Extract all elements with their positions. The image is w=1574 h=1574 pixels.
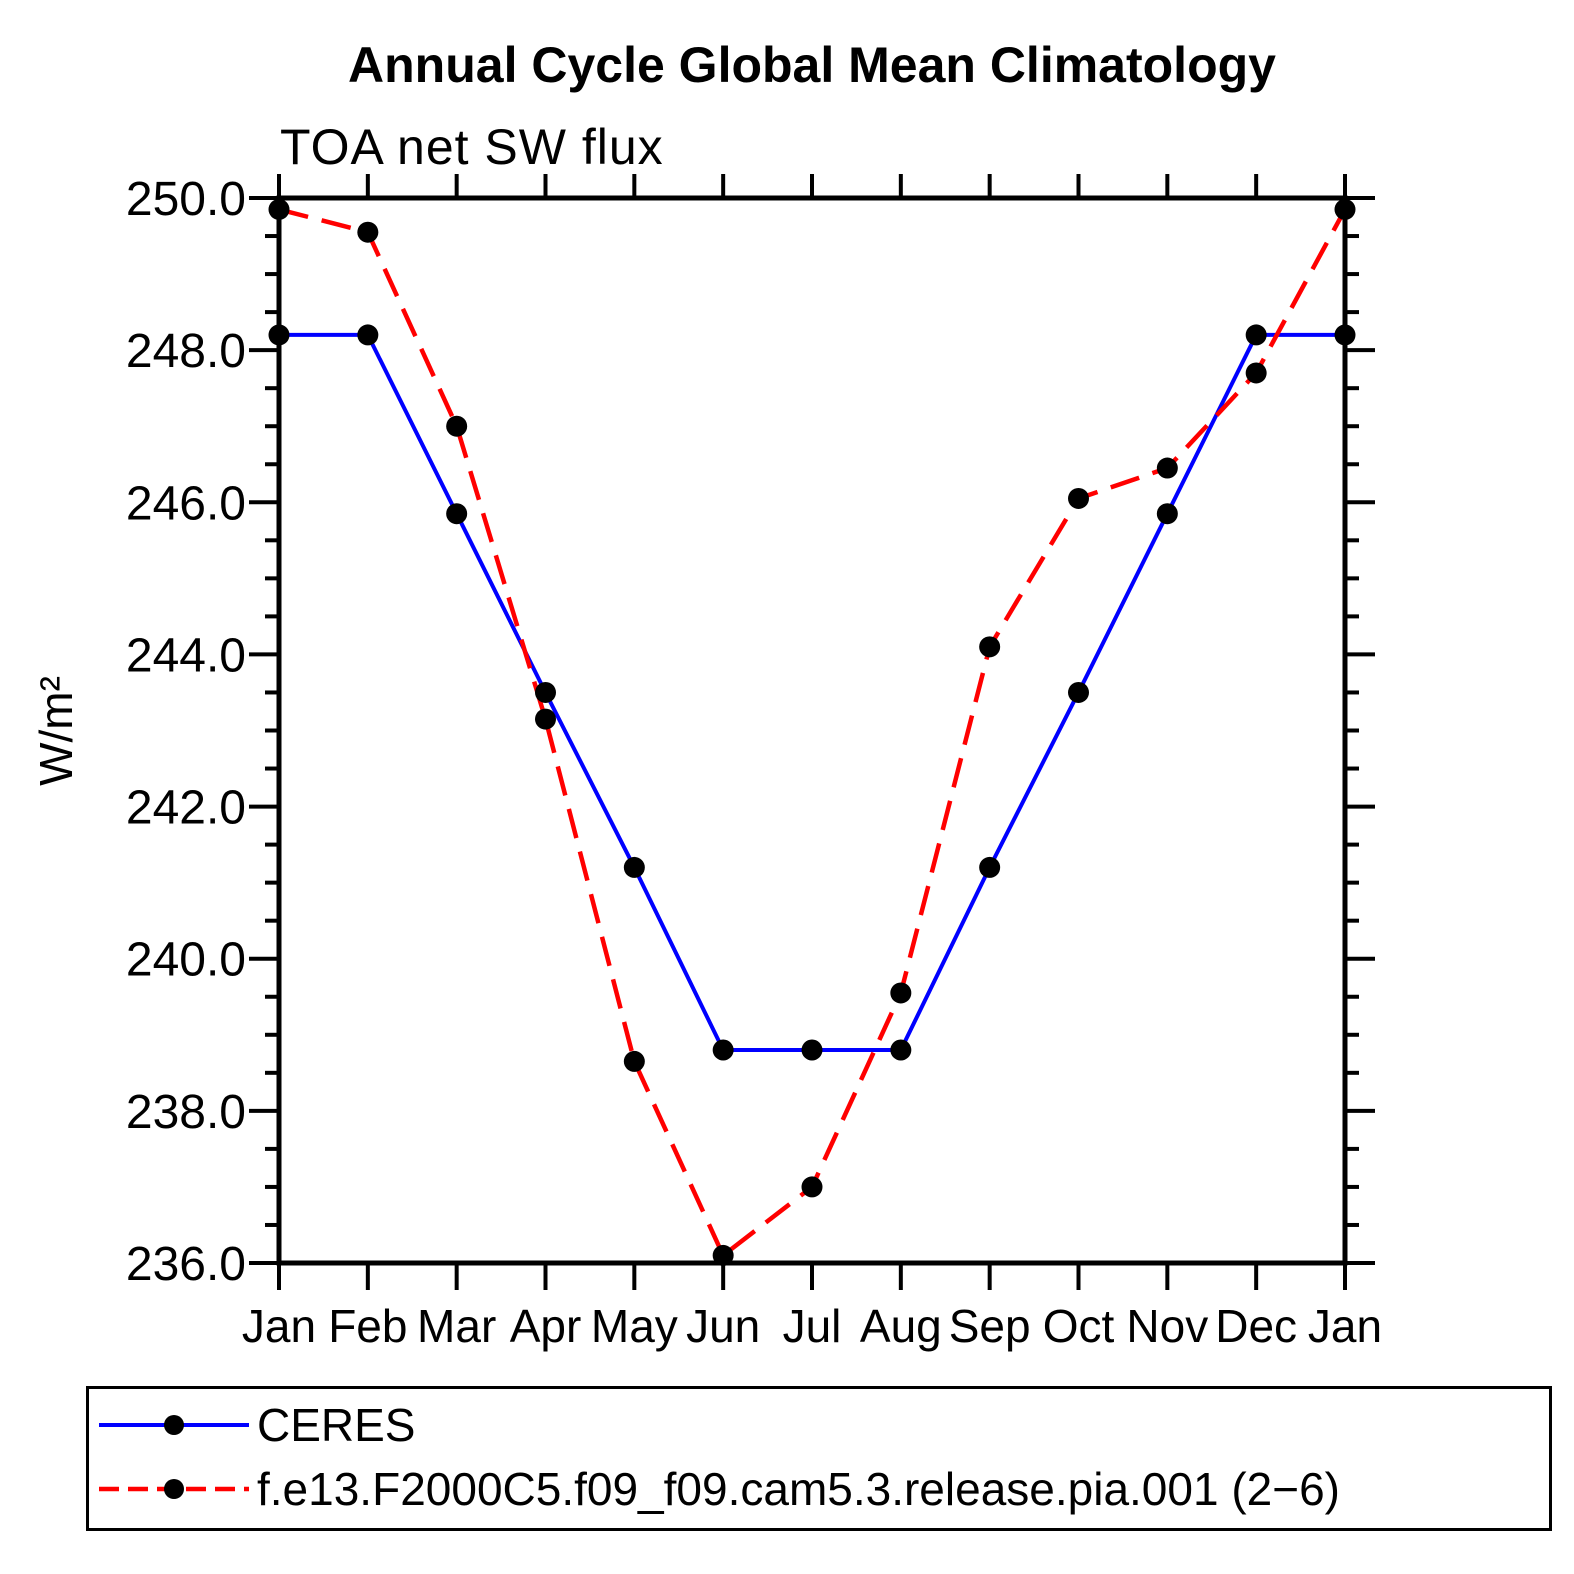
series-line-model — [278, 207, 1347, 1259]
y-tick-label: 244.0 — [126, 629, 246, 682]
legend-ceres-marker — [164, 1415, 184, 1435]
x-tick-label: Sep — [949, 1300, 1031, 1352]
x-tick-label: Nov — [1126, 1300, 1208, 1352]
y-tick-label: 240.0 — [126, 934, 246, 987]
x-tick-label: Jan — [1308, 1300, 1382, 1352]
model-data-marker — [1068, 487, 1089, 509]
x-tick-label: Feb — [328, 1300, 407, 1352]
model-data-marker — [890, 982, 912, 1004]
ceres-data-marker — [357, 324, 379, 346]
legend-item-model: f.e13.F2000C5.f09_f09.cam5.3.release.pia… — [95, 1457, 1549, 1521]
model-data-marker — [446, 415, 468, 437]
ceres-data-marker — [1245, 324, 1267, 346]
legend: CERES f.e13.F2000C5.f09_f09.cam5.3.relea… — [86, 1386, 1552, 1531]
model-data-marker — [712, 1244, 734, 1266]
legend-line-sample-ceres — [99, 1415, 249, 1435]
legend-line-sample-model — [99, 1479, 249, 1499]
y-tick-label: 248.0 — [126, 325, 246, 378]
legend-item-ceres: CERES — [95, 1393, 1549, 1457]
ceres-data-marker — [1068, 681, 1089, 703]
y-tick-label: 238.0 — [126, 1086, 246, 1139]
chart-title: Annual Cycle Global Mean Climatology — [348, 37, 1276, 93]
x-tick-label: Dec — [1215, 1300, 1297, 1352]
x-tick-label: May — [591, 1300, 678, 1352]
ceres-data-marker — [1334, 324, 1356, 346]
model-data-marker — [357, 221, 379, 243]
model-data-marker — [268, 198, 290, 220]
ceres-data-marker — [1156, 503, 1178, 525]
ceres-data-marker — [535, 681, 556, 703]
legend-model-marker — [164, 1479, 184, 1499]
legend-label-ceres: CERES — [257, 1399, 416, 1451]
ceres-data-marker — [268, 324, 290, 346]
ceres-data-marker — [890, 1039, 912, 1061]
model-data-marker — [1156, 457, 1178, 479]
model-data-marker — [535, 708, 556, 730]
x-tick-label: Jun — [686, 1300, 760, 1352]
y-tick-label: 246.0 — [126, 477, 246, 530]
model-data-marker — [1245, 362, 1267, 384]
series-line-ceres — [279, 332, 1345, 1052]
y-tick-label: 250.0 — [126, 173, 246, 226]
x-tick-label: Mar — [417, 1300, 496, 1352]
ceres-data-marker — [801, 1039, 823, 1061]
plot-frame — [276, 195, 1348, 1266]
ceres-data-marker — [623, 856, 645, 878]
model-data-marker — [623, 1050, 645, 1072]
x-tick-label: Oct — [1043, 1300, 1115, 1352]
legend-label-model: f.e13.F2000C5.f09_f09.cam5.3.release.pia… — [257, 1463, 1340, 1515]
y-tick-label: 242.0 — [126, 782, 246, 835]
x-tick-label: Apr — [510, 1300, 582, 1352]
x-tick-label: Jan — [242, 1300, 316, 1352]
chart-subtitle: TOA net SW flux — [280, 119, 664, 175]
model-data-marker — [801, 1176, 823, 1198]
ceres-data-marker — [446, 503, 468, 525]
model-data-marker — [1334, 198, 1356, 220]
x-tick-label: Aug — [860, 1300, 942, 1352]
x-tick-label: Jul — [783, 1300, 842, 1352]
ceres-data-marker — [712, 1039, 734, 1061]
ceres-data-marker — [979, 856, 1001, 878]
model-data-marker — [979, 636, 1001, 658]
y-tick-label: 236.0 — [126, 1238, 246, 1291]
